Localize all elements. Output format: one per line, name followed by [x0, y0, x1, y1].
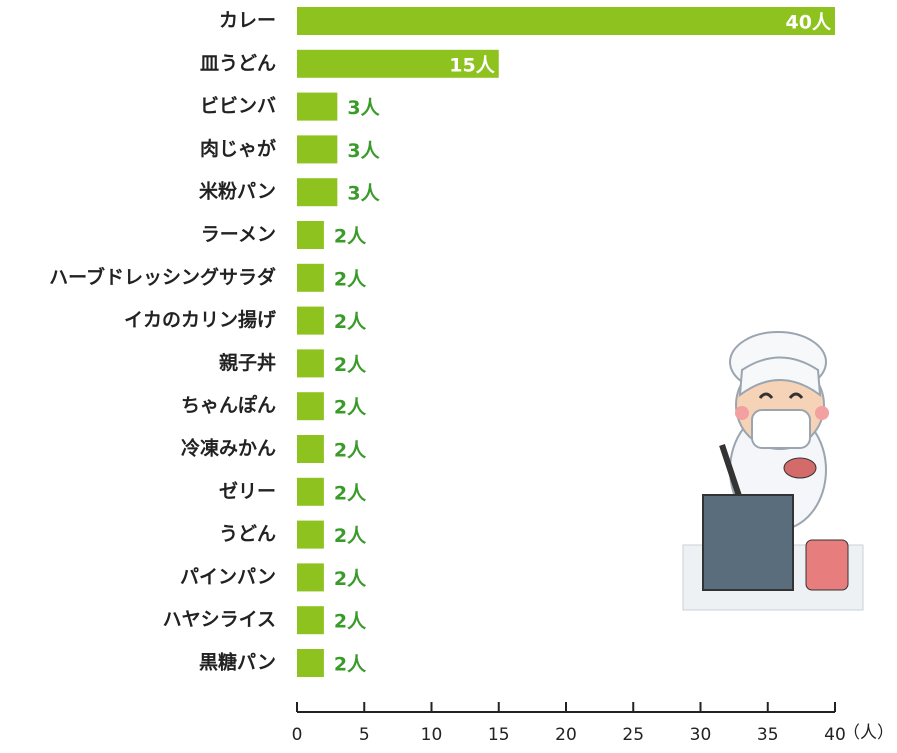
x-tick-label: 5 — [359, 725, 370, 745]
value-label: 2人 — [334, 354, 367, 376]
category-label: うどん — [219, 523, 276, 545]
bar — [297, 392, 324, 420]
category-label: ゼリー — [219, 479, 276, 502]
category-label: ハヤシライス — [163, 609, 276, 631]
category-label: 黒糖パン — [199, 651, 276, 674]
value-label: 15人 — [449, 54, 495, 76]
x-tick-label: 10 — [421, 725, 443, 745]
value-label: 2人 — [334, 611, 367, 633]
value-label: 2人 — [334, 568, 367, 590]
bar — [297, 178, 337, 206]
bar — [297, 264, 324, 292]
value-label: 40人 — [786, 12, 832, 34]
x-tick-label: 30 — [690, 725, 712, 745]
category-label: ビビンバ — [200, 95, 276, 117]
value-label: 2人 — [334, 311, 367, 333]
category-label: ちゃんぽん — [181, 394, 276, 417]
category-label: イカのカリン揚げ — [124, 308, 277, 331]
value-label: 2人 — [334, 268, 367, 290]
value-label: 2人 — [334, 482, 367, 504]
bar — [297, 563, 324, 591]
bar — [297, 649, 324, 677]
value-label: 2人 — [334, 397, 367, 419]
category-label: ラーメン — [201, 224, 276, 246]
chart: 0510152025303540（人）カレー40人皿うどん15人ビビンバ3人肉じ… — [0, 0, 897, 749]
bar — [297, 349, 324, 377]
bar — [297, 307, 324, 335]
category-label: ハーブドレッシングサラダ — [49, 265, 276, 288]
bar — [297, 606, 324, 634]
bar — [297, 521, 324, 549]
x-tick-label: 35 — [757, 725, 779, 745]
bar — [297, 221, 324, 249]
value-label: 2人 — [334, 226, 367, 248]
x-axis-label: （人） — [843, 723, 894, 743]
category-label: パインパン — [180, 566, 276, 588]
bar — [297, 135, 337, 163]
category-label: 肉じゃが — [200, 137, 276, 160]
category-label: カレー — [219, 10, 276, 32]
category-label: 冷凍みかん — [181, 437, 276, 460]
value-label: 3人 — [347, 97, 380, 119]
x-tick-label: 15 — [488, 725, 510, 745]
value-label: 2人 — [334, 525, 367, 547]
x-tick-label: 25 — [622, 725, 644, 745]
x-tick-label: 20 — [555, 725, 577, 745]
bar — [297, 93, 337, 121]
value-label: 3人 — [347, 140, 380, 162]
category-label: 親子丼 — [219, 351, 276, 374]
value-label: 2人 — [334, 654, 367, 676]
x-tick-label: 0 — [292, 725, 303, 745]
illustration — [683, 332, 863, 610]
value-label: 3人 — [347, 183, 380, 205]
bar — [297, 7, 835, 35]
bar — [297, 435, 324, 463]
category-label: 米粉パン — [199, 180, 276, 203]
value-label: 2人 — [334, 440, 367, 462]
category-label: 皿うどん — [200, 52, 276, 74]
bar — [297, 478, 324, 506]
